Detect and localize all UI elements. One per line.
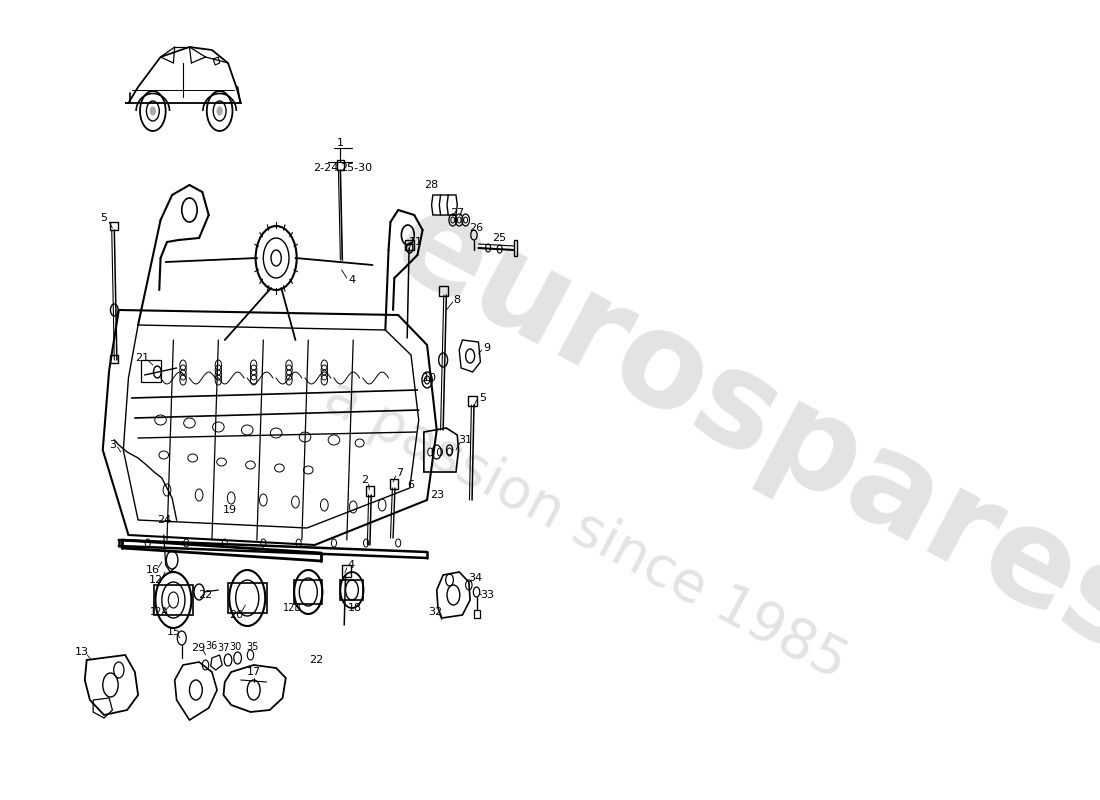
Text: 7: 7 [396, 468, 403, 478]
Text: 6: 6 [407, 480, 415, 490]
Text: 31: 31 [459, 435, 473, 445]
Bar [110, 355, 118, 363]
Text: 13: 13 [75, 647, 89, 657]
Bar [110, 222, 118, 230]
Text: 22: 22 [198, 590, 212, 600]
Polygon shape [431, 195, 442, 215]
Text: eurospares: eurospares [373, 178, 1100, 682]
Bar [389, 479, 397, 489]
Text: 12: 12 [148, 575, 163, 585]
Text: 2: 2 [361, 475, 368, 485]
Text: 21: 21 [135, 353, 150, 363]
Text: 1: 1 [337, 138, 344, 148]
Text: 12B: 12B [284, 603, 302, 613]
Text: a passion since 1985: a passion since 1985 [315, 369, 856, 691]
Text: 19: 19 [223, 505, 236, 515]
Text: 37: 37 [218, 643, 230, 653]
Bar [439, 286, 449, 296]
Text: 20: 20 [229, 610, 243, 620]
Text: 5: 5 [100, 213, 108, 223]
Bar [154, 585, 192, 615]
Bar [474, 610, 481, 618]
Bar [366, 486, 374, 496]
Text: 4: 4 [349, 275, 355, 285]
Text: 9: 9 [483, 343, 491, 353]
Text: 32: 32 [428, 607, 442, 617]
Polygon shape [447, 195, 458, 215]
Text: 30: 30 [229, 642, 241, 652]
Text: 33: 33 [480, 590, 494, 600]
Bar [342, 565, 351, 577]
Text: 29: 29 [190, 643, 205, 653]
Text: 17: 17 [248, 667, 262, 677]
Text: 23: 23 [430, 490, 443, 500]
Bar [514, 240, 517, 256]
Text: 25-30: 25-30 [340, 163, 373, 173]
Text: 8: 8 [453, 295, 461, 305]
Text: 26: 26 [470, 223, 484, 233]
Text: 10: 10 [424, 373, 438, 383]
Bar [337, 160, 344, 170]
Text: 12A: 12A [150, 607, 168, 617]
Text: 5: 5 [480, 393, 486, 403]
Bar [228, 583, 266, 613]
Text: 24: 24 [156, 515, 170, 525]
Text: 15: 15 [166, 627, 180, 637]
Text: 34: 34 [469, 573, 482, 583]
Text: 16: 16 [146, 565, 160, 575]
Text: 18: 18 [348, 603, 362, 613]
Circle shape [151, 107, 155, 115]
Bar [340, 580, 363, 600]
Text: 27: 27 [450, 208, 464, 218]
Text: 28: 28 [425, 180, 439, 190]
Text: 25: 25 [493, 233, 507, 243]
Text: 3: 3 [110, 440, 117, 450]
Text: 2-24: 2-24 [314, 163, 339, 173]
Circle shape [217, 107, 222, 115]
Text: 35: 35 [246, 642, 258, 652]
Polygon shape [439, 195, 450, 215]
Text: 22: 22 [309, 655, 323, 665]
Text: 4: 4 [348, 560, 355, 570]
Bar [294, 580, 322, 604]
Bar [141, 360, 161, 382]
Text: 36: 36 [206, 641, 218, 651]
Bar [469, 396, 477, 406]
Text: 11: 11 [409, 237, 424, 247]
Bar [405, 240, 414, 250]
